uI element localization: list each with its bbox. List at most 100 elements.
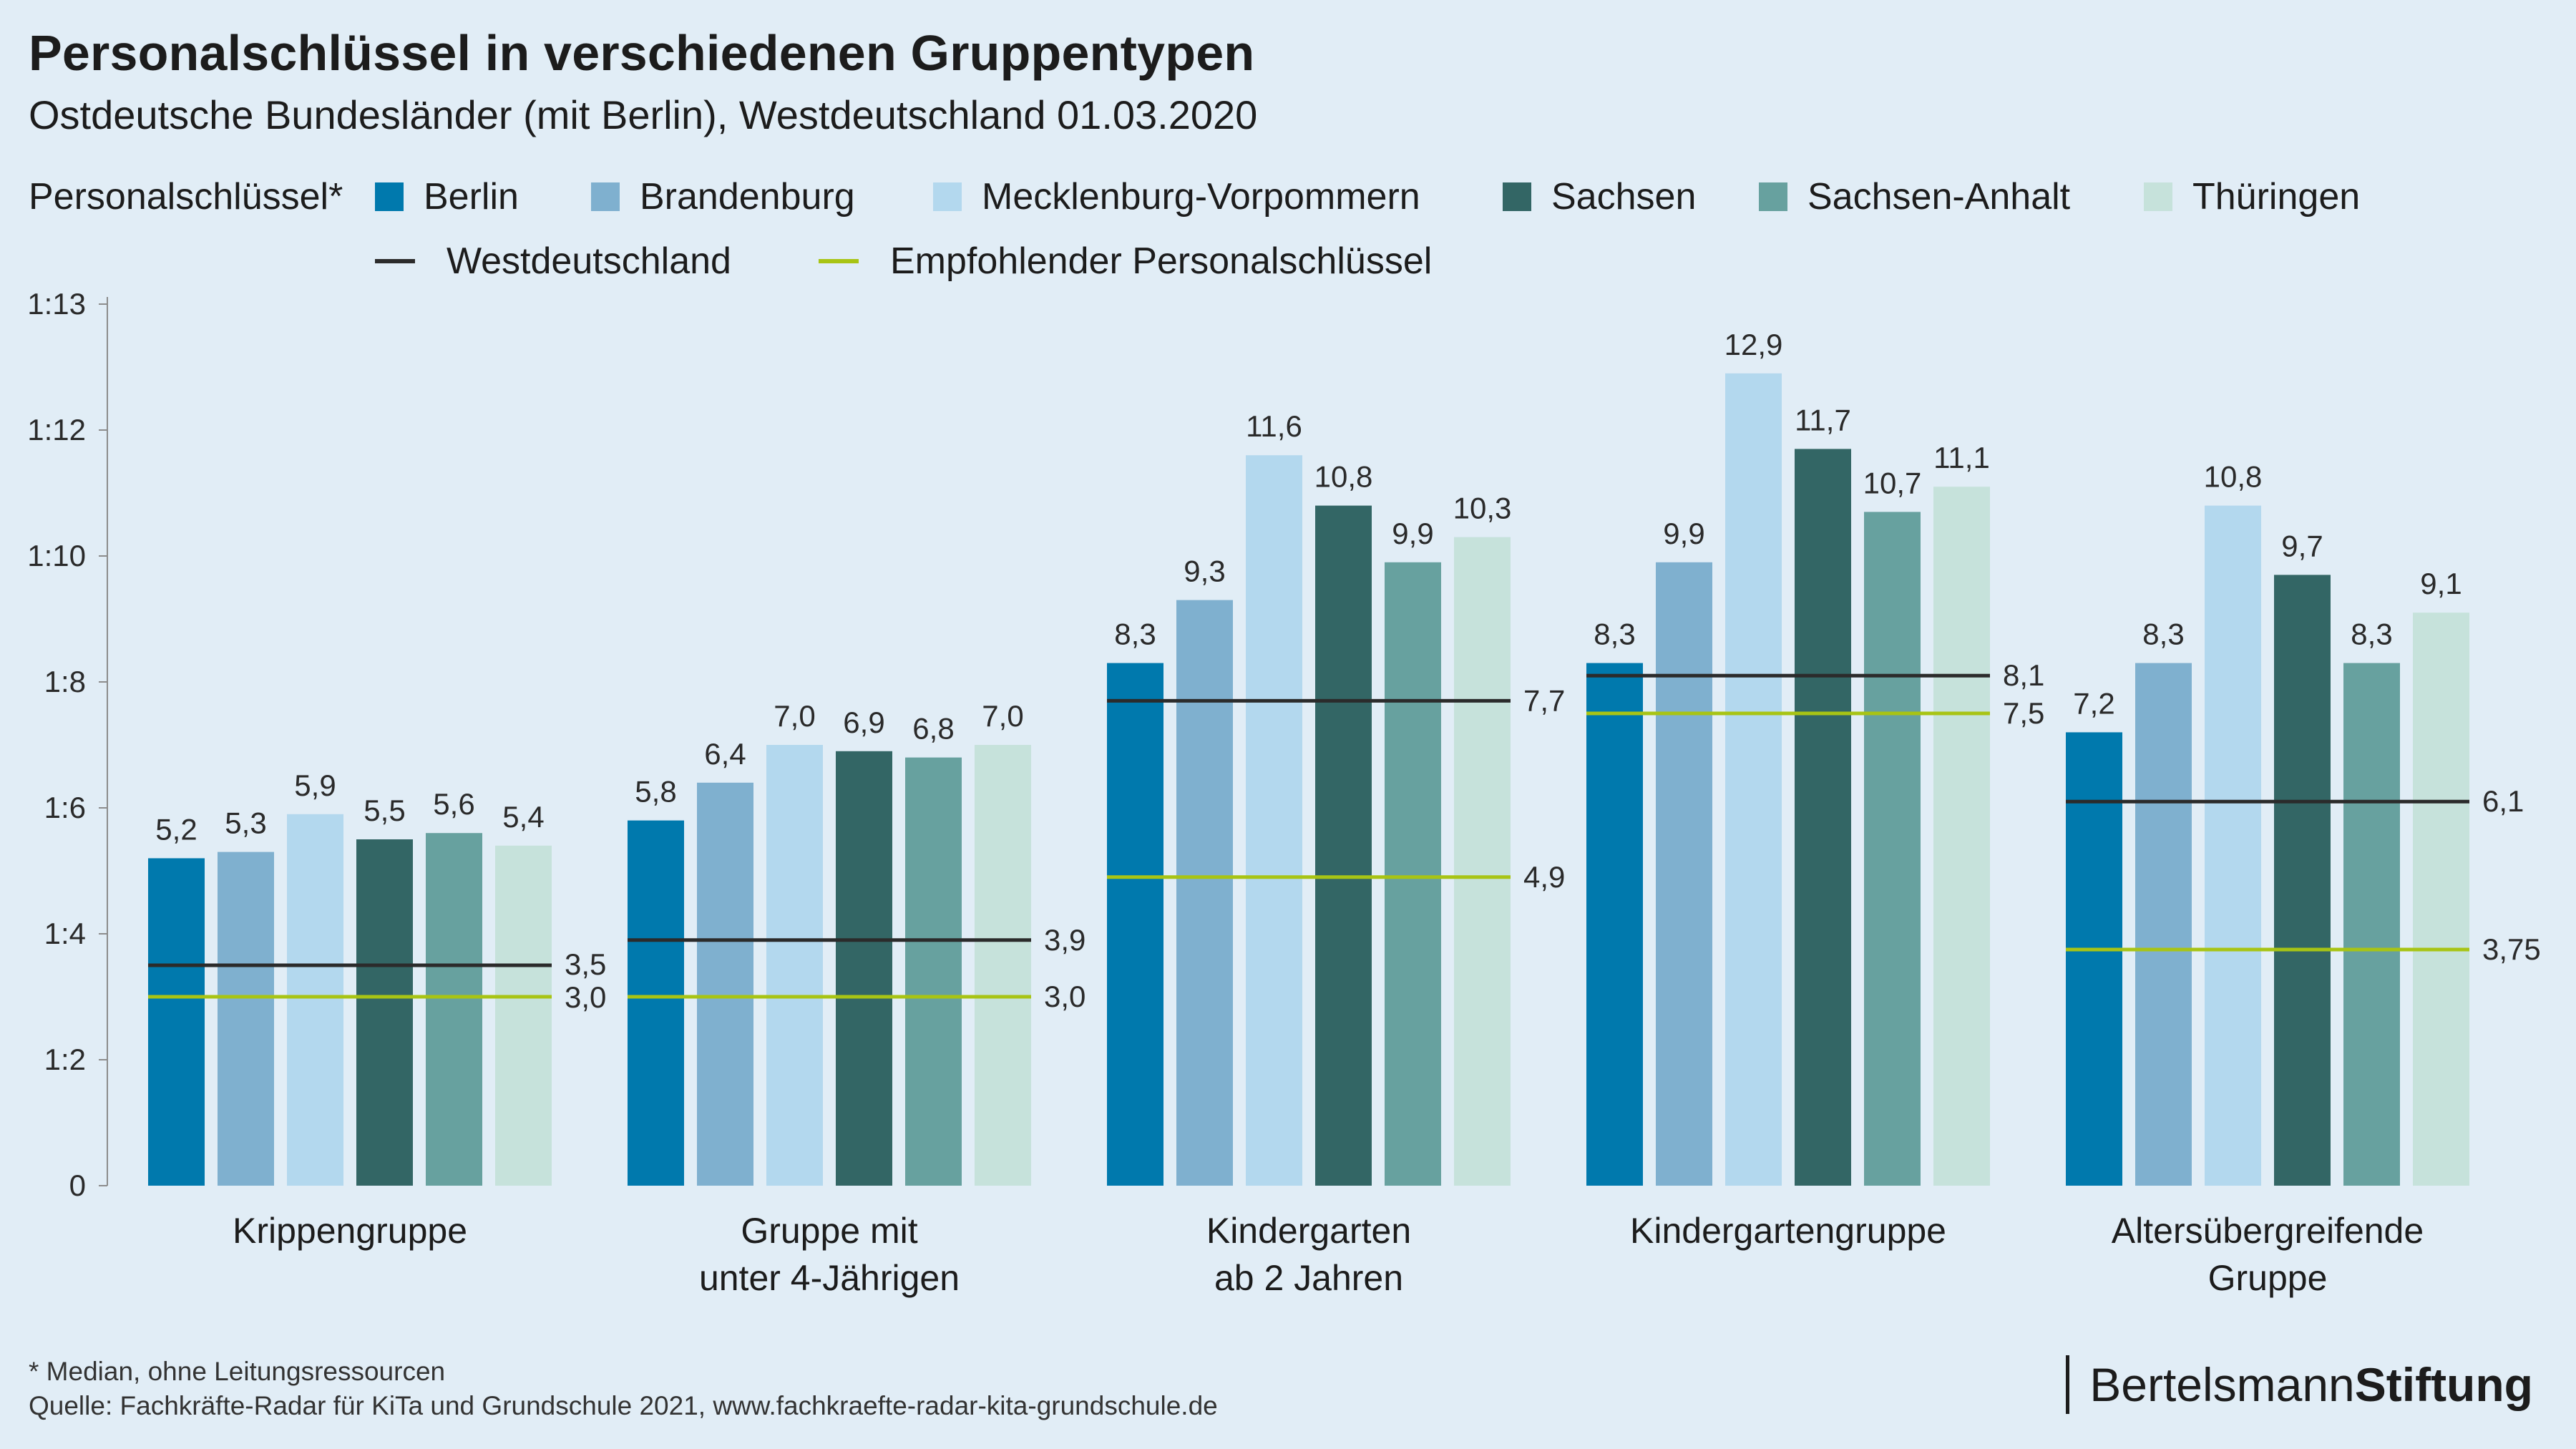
bar-value-label: 8,3 xyxy=(1594,618,1635,651)
legend-prefix: Personalschlüssel* xyxy=(29,175,343,218)
y-tick-label: 1:8 xyxy=(44,665,86,698)
legend-label-empfohlen: Empfohlender Personalschlüssel xyxy=(890,240,1433,282)
bar xyxy=(2066,732,2122,1186)
y-tick-label: 1:13 xyxy=(27,287,86,321)
bar xyxy=(218,852,274,1186)
legend-item-mecklenburg-vorpommern: Mecklenburg-Vorpommern xyxy=(933,175,1420,218)
legend-label-sachsen-anhalt: Sachsen-Anhalt xyxy=(1807,176,2071,218)
bar-value-label: 5,5 xyxy=(364,794,405,827)
bar-value-label: 5,2 xyxy=(155,812,197,846)
bar-value-label: 9,3 xyxy=(1184,555,1225,588)
legend-prefix-label: Personalschlüssel* xyxy=(29,176,343,218)
bar xyxy=(1725,373,1782,1186)
bar-value-label: 8,3 xyxy=(2351,618,2392,651)
legend-swatch-thueringen xyxy=(2144,182,2172,211)
legend-swatch-sachsen xyxy=(1503,182,1531,211)
y-tick-label: 0 xyxy=(69,1169,86,1202)
y-tick-label: 1:4 xyxy=(44,917,86,950)
legend-label-brandenburg: Brandenburg xyxy=(640,176,855,218)
legend-swatch-berlin xyxy=(375,182,404,211)
bar-value-label: 7,0 xyxy=(982,699,1023,733)
legend-label-westdeutschland: Westdeutschland xyxy=(447,240,731,282)
y-tick-label: 1:10 xyxy=(27,539,86,572)
bar-value-label: 5,8 xyxy=(635,775,676,809)
legend-swatch-brandenburg xyxy=(591,182,620,211)
category-label: Krippengruppe xyxy=(233,1211,467,1251)
legend-item-sachsen-anhalt: Sachsen-Anhalt xyxy=(1759,175,2070,218)
reference-label-recommended: 3,0 xyxy=(565,980,606,1014)
legend-label-mecklenburg-vorpommern: Mecklenburg-Vorpommern xyxy=(982,176,1420,218)
bar-value-label: 6,9 xyxy=(843,706,884,739)
bar-value-label: 9,1 xyxy=(2420,567,2462,600)
bar-value-label: 9,9 xyxy=(1392,517,1433,550)
category-label: Gruppe mit xyxy=(741,1211,917,1251)
bar xyxy=(1315,505,1372,1186)
bar xyxy=(697,782,753,1186)
reference-label-west: 8,1 xyxy=(2003,658,2044,692)
legend-label-sachsen: Sachsen xyxy=(1551,176,1697,218)
bar xyxy=(495,845,552,1186)
legend-item-empfohlen: Empfohlender Personalschlüssel xyxy=(819,240,1432,283)
bar xyxy=(2205,505,2261,1186)
bar-value-label: 5,4 xyxy=(502,800,544,834)
bar-value-label: 10,7 xyxy=(1863,466,1922,499)
bar xyxy=(1795,449,1851,1186)
bar-value-label: 8,3 xyxy=(1114,618,1156,651)
bar-value-label: 12,9 xyxy=(1724,328,1783,361)
bar-value-label: 6,4 xyxy=(704,737,746,771)
bar xyxy=(1656,562,1712,1186)
legend-row-bars: Personalschlüssel* Berlin Brandenburg Me… xyxy=(29,172,2533,222)
bar xyxy=(356,839,413,1186)
legend-item-berlin: Berlin xyxy=(375,175,519,218)
bar xyxy=(975,745,1031,1186)
footnote-note: * Median, ohne Leitungsressourcen xyxy=(29,1357,446,1386)
chart-title: Personalschlüssel in verschiedenen Grupp… xyxy=(29,25,1255,81)
category-label: Kindergarten xyxy=(1206,1211,1411,1251)
bar-value-label: 11,7 xyxy=(1795,403,1851,436)
y-tick-label: 1:2 xyxy=(44,1043,86,1076)
legend-item-thueringen: Thüringen xyxy=(2144,175,2360,218)
reference-label-west: 6,1 xyxy=(2482,784,2524,818)
bar-value-label: 7,2 xyxy=(2073,686,2114,720)
bar xyxy=(1586,663,1643,1186)
reference-label-recommended: 3,75 xyxy=(2482,932,2541,966)
bertelsmann-logo: Bertelsmann Stiftung xyxy=(2066,1352,2533,1417)
legend-row-lines: Westdeutschland Empfohlender Personalsch… xyxy=(29,236,2533,286)
bar-value-label: 6,8 xyxy=(912,712,954,746)
footnote-source: Quelle: Fachkräfte-Radar für KiTa und Gr… xyxy=(29,1391,1218,1420)
legend-line-empfohlen xyxy=(819,259,859,263)
bar xyxy=(287,814,343,1186)
bar xyxy=(1176,600,1233,1186)
bar-value-label: 11,1 xyxy=(1933,441,1990,474)
bar-value-label: 8,3 xyxy=(2142,618,2184,651)
bar xyxy=(1385,562,1441,1186)
legend-swatch-sachsen-anhalt xyxy=(1759,182,1787,211)
bar xyxy=(2135,663,2192,1186)
legend-item-brandenburg: Brandenburg xyxy=(591,175,855,218)
bar-value-label: 11,6 xyxy=(1246,409,1302,443)
legend-line-westdeutschland xyxy=(375,259,415,263)
bar-value-label: 10,8 xyxy=(1314,460,1373,494)
reference-label-recommended: 4,9 xyxy=(1523,860,1565,894)
bar xyxy=(1864,512,1921,1186)
y-tick-label: 1:6 xyxy=(44,791,86,824)
bar-value-label: 9,9 xyxy=(1663,517,1704,550)
bar-value-label: 7,0 xyxy=(774,699,815,733)
category-label: ab 2 Jahren xyxy=(1214,1258,1403,1298)
legend-swatch-mecklenburg-vorpommern xyxy=(933,182,962,211)
bar-value-label: 5,3 xyxy=(225,806,266,840)
y-tick-label: 1:12 xyxy=(27,413,86,447)
bar-value-label: 10,3 xyxy=(1453,492,1512,525)
legend-item-westdeutschland: Westdeutschland xyxy=(375,240,731,283)
category-label: Altersübergreifende xyxy=(2112,1211,2424,1251)
reference-label-recommended: 7,5 xyxy=(2003,696,2044,730)
legend-label-thueringen: Thüringen xyxy=(2192,176,2361,218)
bar xyxy=(1933,487,1990,1186)
bar-value-label: 9,7 xyxy=(2281,529,2323,562)
category-label: Kindergartengruppe xyxy=(1630,1211,1946,1251)
bar xyxy=(1107,663,1163,1186)
bar xyxy=(148,858,205,1186)
reference-label-recommended: 3,0 xyxy=(1044,980,1085,1013)
logo-text-bertelsmann: Bertelsmann xyxy=(2089,1358,2355,1411)
logo-text-stiftung: Stiftung xyxy=(2354,1358,2533,1411)
